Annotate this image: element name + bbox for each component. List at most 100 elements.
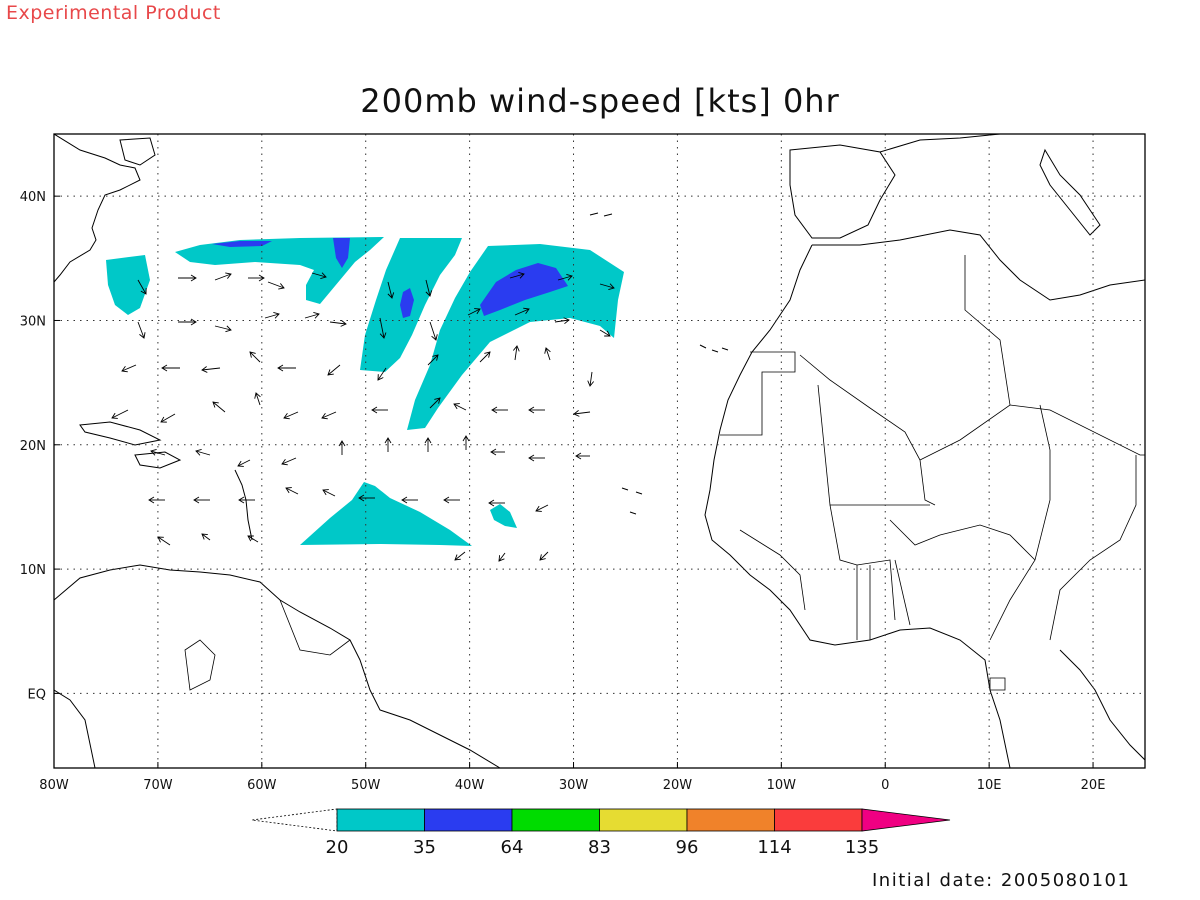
- wind-arrow: [193, 496, 210, 504]
- wind-arrow: [429, 397, 441, 409]
- wind-arrow: [424, 437, 432, 452]
- wind-arrow: [479, 351, 491, 363]
- wind-arrow: [254, 392, 261, 406]
- lon-tick-label: 70W: [143, 778, 173, 793]
- wind-arrow: [214, 272, 232, 281]
- wind-arrow: [425, 279, 433, 297]
- lon-tick-label: 40W: [455, 778, 485, 793]
- colorbar-upper-triangle: [861, 808, 951, 832]
- map-title: 200mb wind-speed [kts] 0hr: [360, 82, 840, 120]
- wind-arrow: [121, 364, 137, 373]
- wind-arrow: [238, 496, 255, 504]
- wind-arrow: [573, 410, 591, 417]
- italy: [1039, 148, 1101, 236]
- wind-arrow: [514, 307, 530, 316]
- wind-arrow: [281, 457, 297, 466]
- cape-verde: [621, 487, 643, 515]
- wind-speed-shading: [106, 237, 624, 546]
- wind-arrow: [160, 413, 176, 423]
- wind-arrow: [249, 351, 261, 363]
- wind-arrow: [575, 452, 590, 460]
- wind-arrow: [338, 440, 346, 455]
- lat-tick-label: 30N: [20, 314, 46, 329]
- colorbar-swatch: [686, 808, 775, 832]
- wind-arrow: [491, 406, 508, 414]
- south-america-north-coast: [54, 564, 501, 768]
- wind-arrow: [377, 367, 387, 381]
- wind-arrow: [329, 320, 347, 327]
- lesser-antilles: [234, 469, 253, 541]
- wind-arrow: [277, 364, 296, 372]
- wind-arrow: [157, 536, 171, 546]
- wind-region-small-patch: [490, 504, 517, 528]
- wind-arrow: [427, 354, 439, 366]
- wind-arrow: [539, 551, 549, 561]
- country-borders: [184, 255, 1145, 691]
- colorbar-swatch: [336, 808, 425, 832]
- wind-arrow: [379, 317, 387, 339]
- wind-arrow: [528, 454, 545, 462]
- wind-arrow: [212, 401, 226, 413]
- wind-region-west: [106, 255, 150, 315]
- colorbar-label: 35: [413, 837, 436, 858]
- wind-arrow: [178, 274, 197, 282]
- wind-arrow: [178, 318, 197, 326]
- wind-arrow: [150, 449, 166, 456]
- lon-tick-label: 10E: [977, 778, 1002, 793]
- wind-arrow: [214, 325, 232, 333]
- wind-arrow: [453, 403, 467, 411]
- colorbar-lower-triangle: [251, 808, 338, 832]
- lon-tick-label: 10W: [767, 778, 797, 793]
- wind-arrow: [237, 459, 251, 467]
- lon-tick-label: 80W: [39, 778, 69, 793]
- experimental-product-label: Experimental Product: [6, 2, 221, 24]
- wind-arrow: [137, 321, 146, 339]
- lon-tick-label: 20E: [1081, 778, 1106, 793]
- wind-arrow: [512, 345, 520, 361]
- colorbar-label: 114: [757, 837, 791, 858]
- wind-arrow: [264, 312, 280, 319]
- cuba: [79, 421, 162, 446]
- wind-arrow: [311, 272, 327, 279]
- africa-north-coast: [812, 229, 1145, 301]
- wind-vectors: [111, 272, 615, 562]
- wind-arrow: [304, 312, 320, 319]
- wind-arrow: [137, 279, 147, 295]
- wind-arrow: [111, 409, 129, 419]
- wind-arrow: [384, 437, 392, 452]
- lat-tick-label: EQ: [28, 687, 46, 702]
- wind-arrow: [509, 272, 525, 279]
- lat-tick-label: 10N: [20, 563, 46, 578]
- jet-core-north: [212, 241, 272, 247]
- wind-arrow: [544, 347, 551, 361]
- lat-lon-grid: [53, 134, 1145, 768]
- wind-arrow: [371, 406, 388, 414]
- lon-tick-label: 60W: [247, 778, 277, 793]
- colorbar-label: 20: [326, 837, 349, 858]
- north-america-east-coast: [54, 134, 141, 283]
- wind-arrow: [599, 283, 615, 290]
- hispaniola: [134, 451, 182, 469]
- wind-arrow: [462, 435, 470, 450]
- south-america-west: [54, 689, 96, 768]
- wind-arrow: [488, 499, 505, 507]
- wind-arrow: [201, 366, 221, 373]
- wind-arrow: [283, 411, 299, 420]
- lon-tick-label: 30W: [559, 778, 589, 793]
- wind-arrow: [195, 449, 211, 456]
- wind-arrow: [467, 308, 481, 316]
- colorbar-swatch: [511, 808, 600, 832]
- wind-arrow: [247, 535, 259, 543]
- wind-arrow: [490, 448, 505, 456]
- map-frame: [53, 133, 1146, 769]
- jet-core-east: [480, 263, 568, 316]
- wind-arrow: [557, 274, 573, 281]
- africa-east: [1059, 649, 1145, 761]
- wind-arrow: [387, 281, 395, 299]
- lon-tick-label: 20W: [663, 778, 693, 793]
- wind-arrow: [148, 496, 165, 504]
- wind-arrow: [248, 274, 265, 282]
- wind-arrow: [327, 364, 341, 376]
- lat-tick-label: 40N: [20, 190, 46, 205]
